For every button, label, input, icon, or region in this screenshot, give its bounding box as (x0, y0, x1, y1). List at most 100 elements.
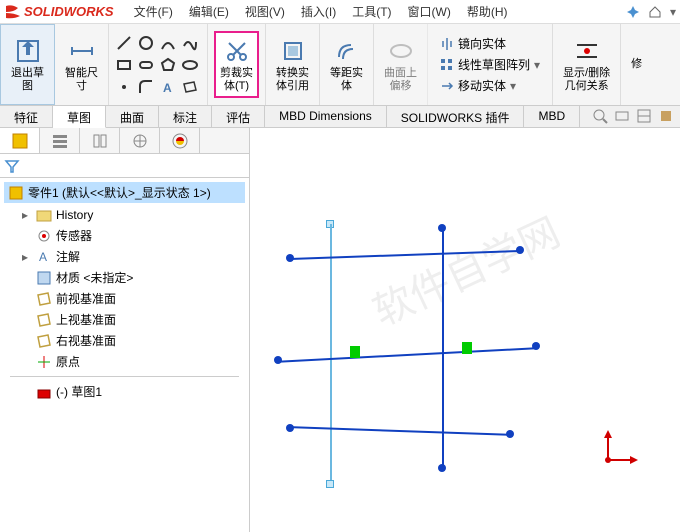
line-endpoint[interactable] (506, 430, 514, 438)
plane-icon (36, 333, 52, 349)
tree-material[interactable]: 材质 <未指定> (2, 267, 247, 288)
menu-edit[interactable]: 编辑(E) (181, 1, 237, 22)
line-endpoint[interactable] (274, 356, 282, 364)
feature-tree-tab[interactable] (0, 128, 40, 153)
sensor-icon (36, 228, 52, 244)
tab-feature[interactable]: 特征 (0, 106, 53, 127)
pin-icon[interactable] (626, 5, 640, 19)
plane-tool-icon[interactable] (181, 78, 199, 96)
mirror-button[interactable]: 镜向实体 (436, 34, 544, 53)
dropdown-arrow-icon[interactable]: ▾ (670, 5, 676, 19)
property-tab[interactable] (40, 128, 80, 153)
coordinate-triad (600, 428, 640, 468)
main-area: 零件1 (默认<<默认>_显示状态 1>) ▸History 传感器 ▸A注解 … (0, 128, 680, 532)
tab-mbd-dim[interactable]: MBD Dimensions (265, 106, 387, 127)
material-icon (36, 270, 52, 286)
tab-sketch[interactable]: 草图 (53, 106, 106, 128)
logo-text: SOLIDWORKS (24, 4, 114, 19)
menu-tools[interactable]: 工具(T) (344, 1, 399, 22)
tree-front-plane[interactable]: 前视基准面 (2, 288, 247, 309)
menu-insert[interactable]: 插入(I) (293, 1, 344, 22)
smart-dimension-button[interactable]: 智能尺 寸 (55, 24, 109, 105)
tree-annotations[interactable]: ▸A注解 (2, 246, 247, 267)
section-icon[interactable] (658, 108, 674, 124)
origin-icon (36, 354, 52, 370)
plane-icon (36, 291, 52, 307)
offset-entities-button[interactable]: 等距实 体 (320, 24, 374, 105)
repair-label: 修 (631, 58, 642, 70)
logo-ds (4, 4, 22, 20)
annotation-icon: A (36, 249, 52, 265)
constraint-marker[interactable] (462, 342, 472, 354)
sketch-line[interactable] (290, 426, 510, 436)
constraint-marker[interactable] (350, 346, 360, 358)
menu-help[interactable]: 帮助(H) (459, 1, 516, 22)
move-button[interactable]: 移动实体▾ (436, 76, 544, 95)
tree-right-plane[interactable]: 右视基准面 (2, 330, 247, 351)
rect-tool-icon[interactable] (115, 56, 133, 74)
exit-sketch-label: 退出草 图 (11, 67, 44, 91)
menu-file[interactable]: 文件(F) (126, 1, 181, 22)
view-icon[interactable] (614, 108, 630, 124)
polygon-tool-icon[interactable] (159, 56, 177, 74)
tab-surface[interactable]: 曲面 (106, 106, 159, 127)
pattern-button[interactable]: 线性草图阵列▾ (436, 55, 544, 74)
trim-entities-button[interactable]: 剪裁实 体(T) (214, 31, 259, 97)
folder-icon (36, 207, 52, 223)
graphics-area[interactable]: 软件自学网 (250, 128, 680, 532)
exit-sketch-button[interactable]: 退出草 图 (0, 24, 55, 105)
display-label: 显示/删除 几何关系 (563, 67, 610, 91)
line-tool-icon[interactable] (115, 34, 133, 52)
slot-tool-icon[interactable] (137, 56, 155, 74)
line-endpoint[interactable] (286, 424, 294, 432)
tab-evaluate[interactable]: 评估 (212, 106, 265, 127)
line-endpoint[interactable] (438, 464, 446, 472)
repair-button[interactable]: 修 (621, 24, 652, 105)
fillet-tool-icon[interactable] (137, 78, 155, 96)
tree-origin[interactable]: 原点 (2, 351, 247, 372)
tab-mbd[interactable]: MBD (524, 106, 580, 127)
filter-icon[interactable] (4, 158, 20, 174)
tree-sensors[interactable]: 传感器 (2, 225, 247, 246)
tab-annotate[interactable]: 标注 (159, 106, 212, 127)
dimxpert-tab[interactable] (120, 128, 160, 153)
tree-history[interactable]: ▸History (2, 205, 247, 225)
tree-top-plane[interactable]: 上视基准面 (2, 309, 247, 330)
line-endpoint[interactable] (532, 342, 540, 350)
circle-tool-icon[interactable] (137, 34, 155, 52)
tab-addins[interactable]: SOLIDWORKS 插件 (387, 106, 525, 127)
offset-label: 等距实 体 (330, 67, 363, 91)
surface-offset-button: 曲面上 偏移 (374, 24, 428, 105)
ribbon: 退出草 图 智能尺 寸 A 剪裁实 体(T) (0, 24, 680, 106)
sketch-line[interactable] (278, 347, 536, 362)
line-endpoint[interactable] (286, 254, 294, 262)
svg-text:A: A (39, 250, 47, 264)
text-tool-icon[interactable]: A (159, 78, 177, 96)
trim-label: 剪裁实 体(T) (220, 67, 253, 91)
tree-root[interactable]: 零件1 (默认<<默认>_显示状态 1>) (4, 182, 245, 203)
feature-manager: 零件1 (默认<<默认>_显示状态 1>) ▸History 传感器 ▸A注解 … (0, 128, 250, 532)
line-endpoint[interactable] (438, 224, 446, 232)
convert-entities-button[interactable]: 转换实 体引用 (266, 24, 320, 105)
point-tool-icon[interactable] (115, 78, 133, 96)
zoom-icon[interactable] (592, 108, 608, 124)
menu-view[interactable]: 视图(V) (237, 1, 293, 22)
menu-window[interactable]: 窗口(W) (400, 1, 459, 22)
ellipse-tool-icon[interactable] (181, 56, 199, 74)
sketch-line-selected[interactable] (330, 224, 332, 484)
plane-icon (36, 312, 52, 328)
display-style-icon[interactable] (636, 108, 652, 124)
svg-text:A: A (163, 81, 172, 95)
spline-tool-icon[interactable] (181, 34, 199, 52)
arc-tool-icon[interactable] (159, 34, 177, 52)
home-icon[interactable] (648, 5, 662, 19)
display-relations-button[interactable]: 显示/删除 几何关系 (553, 24, 621, 105)
feature-tree: 零件1 (默认<<默认>_显示状态 1>) ▸History 传感器 ▸A注解 … (0, 178, 249, 532)
tree-sketch1[interactable]: (-) 草图1 (2, 381, 247, 402)
line-endpoint[interactable] (516, 246, 524, 254)
convert-label: 转换实 体引用 (276, 67, 309, 91)
sketch-line[interactable] (290, 250, 520, 260)
selection-handle[interactable] (326, 480, 334, 488)
config-tab[interactable] (80, 128, 120, 153)
appearance-tab[interactable] (160, 128, 200, 153)
